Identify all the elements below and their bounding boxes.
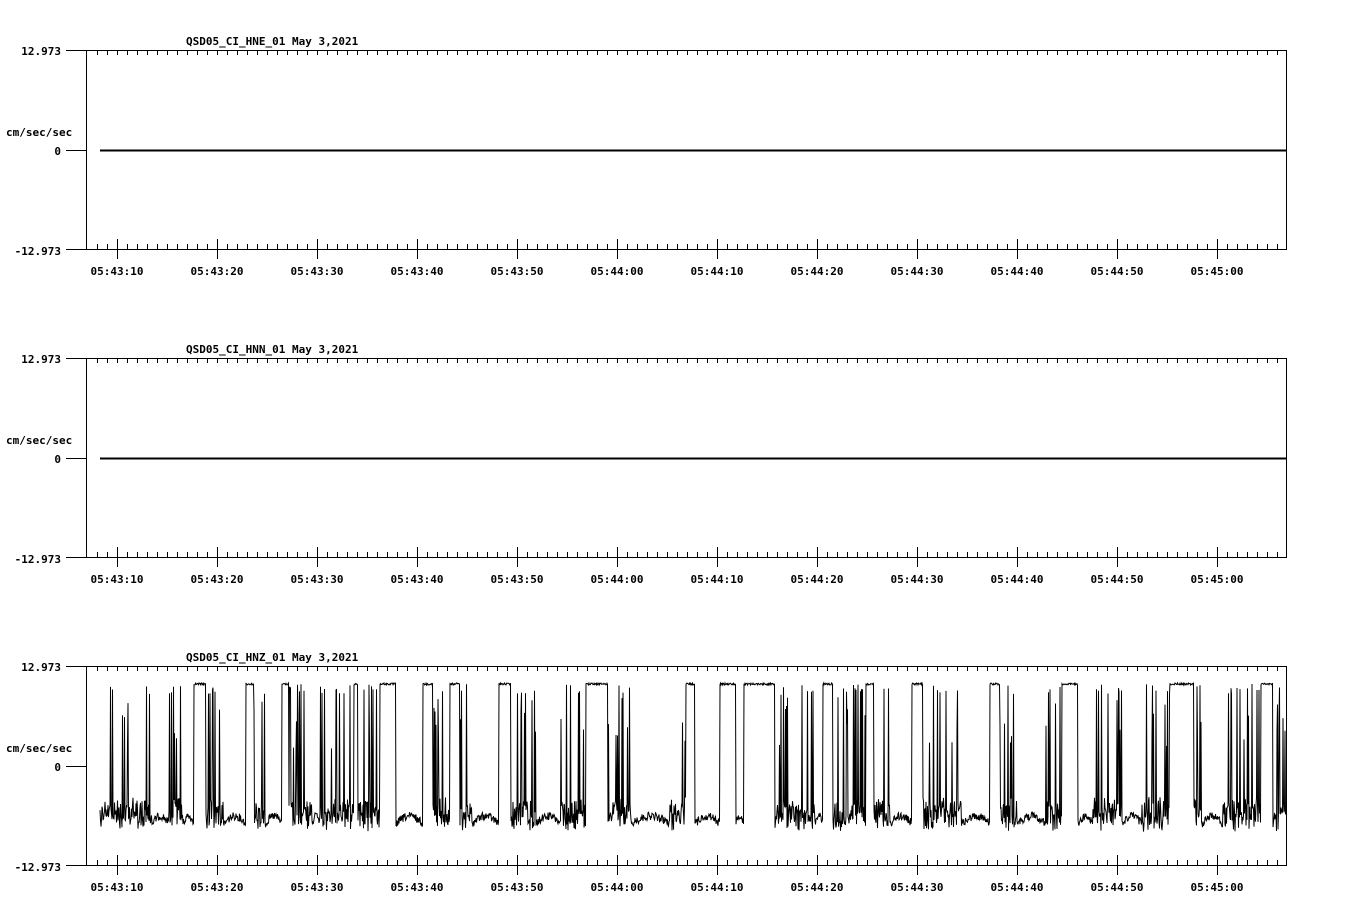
panel-hnn: QSD05_CI_HNN_01 May 3,2021 12.973 cm/sec… [6,343,1287,586]
x-tick-label: 05:44:00 [591,573,644,586]
x-tick-label: 05:43:40 [391,573,444,586]
x-tick-label: 05:44:10 [691,573,744,586]
x-tick-label: 05:44:30 [891,573,944,586]
y-unit-label: cm/sec/sec [6,126,72,139]
x-tick-labels: 05:43:10 05:43:20 05:43:30 05:43:40 05:43:50… [91,265,1244,278]
x-tick-label: 05:44:50 [1091,573,1144,586]
x-tick-label: 05:44:20 [791,881,844,894]
x-tick-label: 05:43:10 [91,265,144,278]
panel-hnz: QSD05_CI_HNZ_01 May 3,2021 12.973 cm/sec… [6,651,1287,894]
x-tick-label: 05:44:10 [691,265,744,278]
x-tick-label: 05:44:20 [791,573,844,586]
plot-axes [66,358,1287,567]
y-unit-label: cm/sec/sec [6,742,72,755]
x-tick-label: 05:43:40 [391,265,444,278]
y-max-label: 12.973 [21,353,61,366]
x-tick-label: 05:44:00 [591,881,644,894]
x-tick-label: 05:44:50 [1091,265,1144,278]
x-tick-label: 05:43:50 [491,265,544,278]
x-tick-label: 05:43:10 [91,881,144,894]
panel-title: QSD05_CI_HNE_01 May 3,2021 [186,35,359,48]
x-tick-label: 05:43:20 [191,265,244,278]
x-tick-label: 05:43:10 [91,573,144,586]
y-max-label: 12.973 [21,661,61,674]
x-tick-labels: 05:43:10 05:43:20 05:43:30 05:43:40 05:43:50… [91,573,1244,586]
panel-hne: QSD05_CI_HNE_01 May 3,2021 12.973 cm/sec… [6,35,1287,278]
y-zero-label: 0 [54,145,61,158]
x-tick-labels: 05:43:10 05:43:20 05:43:30 05:43:40 05:43:50… [91,881,1244,894]
x-tick-label: 05:43:50 [491,881,544,894]
x-tick-label: 05:45:00 [1191,881,1244,894]
x-tick-label: 05:44:40 [991,265,1044,278]
x-tick-label: 05:43:30 [291,265,344,278]
x-tick-label: 05:44:30 [891,265,944,278]
x-tick-label: 05:44:40 [991,881,1044,894]
panel-title: QSD05_CI_HNN_01 May 3,2021 [186,343,359,356]
y-max-label: 12.973 [21,45,61,58]
y-min-label: -12.973 [15,245,61,258]
x-tick-label: 05:44:50 [1091,881,1144,894]
x-tick-label: 05:44:30 [891,881,944,894]
panel-title: QSD05_CI_HNZ_01 May 3,2021 [186,651,359,664]
x-tick-label: 05:44:00 [591,265,644,278]
plot-axes [66,50,1287,259]
trace-line [99,681,1286,832]
x-tick-label: 05:44:10 [691,881,744,894]
x-tick-label: 05:45:00 [1191,573,1244,586]
x-tick-label: 05:43:40 [391,881,444,894]
y-zero-label: 0 [54,761,61,774]
y-min-label: -12.973 [15,553,61,566]
x-tick-label: 05:43:50 [491,573,544,586]
x-tick-label: 05:44:40 [991,573,1044,586]
x-tick-label: 05:43:30 [291,881,344,894]
plot-axes [66,666,1287,875]
x-tick-label: 05:43:30 [291,573,344,586]
y-unit-label: cm/sec/sec [6,434,72,447]
y-min-label: -12.973 [15,861,61,874]
x-tick-label: 05:45:00 [1191,265,1244,278]
x-tick-label: 05:44:20 [791,265,844,278]
x-tick-label: 05:43:20 [191,881,244,894]
x-tick-label: 05:43:20 [191,573,244,586]
y-zero-label: 0 [54,453,61,466]
